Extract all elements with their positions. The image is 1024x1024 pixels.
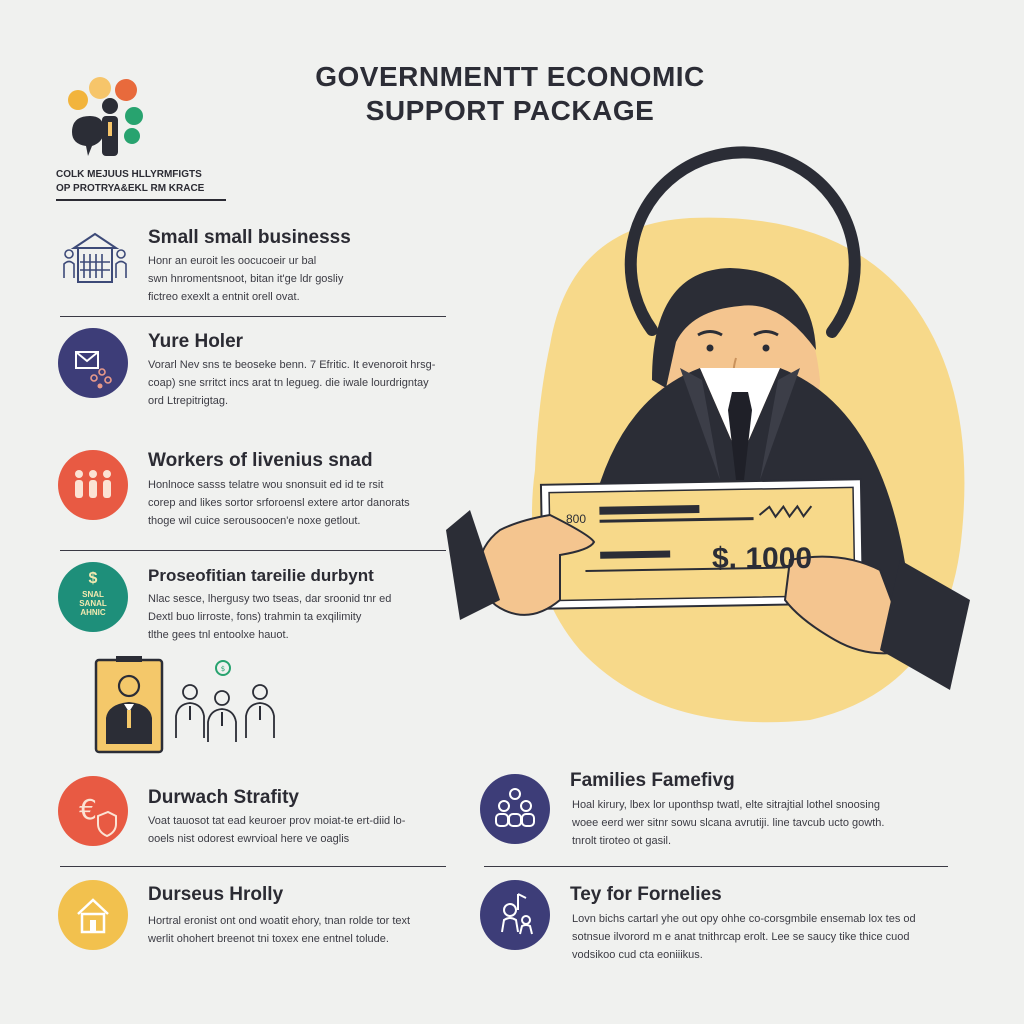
svg-text:$: $ — [221, 665, 225, 673]
family-group-icon — [480, 774, 550, 844]
check-label: 800 — [566, 512, 587, 526]
family-figures-icon — [480, 880, 550, 950]
section-body-yure-holer: Vorarl Nev sns te beoseke benn. 7 Efriti… — [148, 359, 436, 407]
check-amount: $. 1000 — [712, 542, 813, 575]
divider — [484, 866, 948, 867]
dollar-icon: $ — [88, 570, 98, 587]
org-name: COLK MEJUUS HLLYRMFIGTS OP PROTRYA&EKL R… — [56, 168, 226, 201]
divider — [60, 316, 446, 317]
section-title-families: Families Famefivg — [570, 770, 735, 791]
building-icon — [62, 228, 128, 288]
euro-shield-icon: € — [58, 776, 128, 846]
house-icon — [58, 880, 128, 950]
workers-icon — [58, 450, 128, 520]
group-of-people-icon: $ — [170, 658, 290, 744]
mail-network-icon — [58, 328, 128, 398]
divider — [60, 866, 446, 867]
section-title-small-business: Small small businesss — [148, 227, 351, 248]
title-line-2: SUPPORT PACKAGE — [365, 95, 655, 126]
section-body-durseus: Hortral eronist ont ond woatit ehory, tn… — [148, 915, 411, 945]
badge-text: SNAL SANAL AHNIC — [79, 590, 107, 617]
dollar-badge-icon: $ SNAL SANAL AHNIC — [58, 562, 128, 632]
section-title-durwach: Durwach Strafity — [148, 787, 299, 808]
divider — [60, 550, 446, 551]
page-title: GOVERNMENTT ECONOMIC SUPPORT PACKAGE — [260, 60, 760, 128]
section-body-workers: Honlnoce sasss telatre wou snonsuit ed i… — [148, 479, 410, 527]
section-body-durwach: Voat tauosot tat ead keuroer prov moiat-… — [148, 815, 406, 845]
svg-text:€: € — [79, 793, 97, 826]
section-body-tey-for-fornelies: Lovn bichs cartarl yhe out opy ohhe co-c… — [572, 913, 916, 961]
section-title-workers: Workers of livenius snad — [148, 450, 373, 471]
official-handing-check-illustration: 800 $. 1000 — [440, 130, 1000, 730]
title-line-1: GOVERNMENTT ECONOMIC — [315, 61, 705, 92]
section-title-tey-for-fornelies: Tey for Fornelies — [570, 884, 722, 905]
org-logo — [58, 72, 168, 167]
section-body-families: Hoal kirury, lbex lor uponthsp twatl, el… — [572, 799, 885, 847]
section-title-yure-holer: Yure Holer — [148, 331, 244, 352]
section-title-durseus: Durseus Hrolly — [148, 884, 284, 905]
portrait-frame-icon — [94, 656, 164, 754]
section-body-small-business: Honr an euroit les oocucoeir ur bal swn h… — [148, 255, 344, 303]
section-body-proseofitian: Nlac sesce, lhergusy two tseas, dar sroo… — [148, 593, 392, 641]
section-title-proseofitian: Proseofitian tareilie durbynt — [148, 566, 374, 585]
